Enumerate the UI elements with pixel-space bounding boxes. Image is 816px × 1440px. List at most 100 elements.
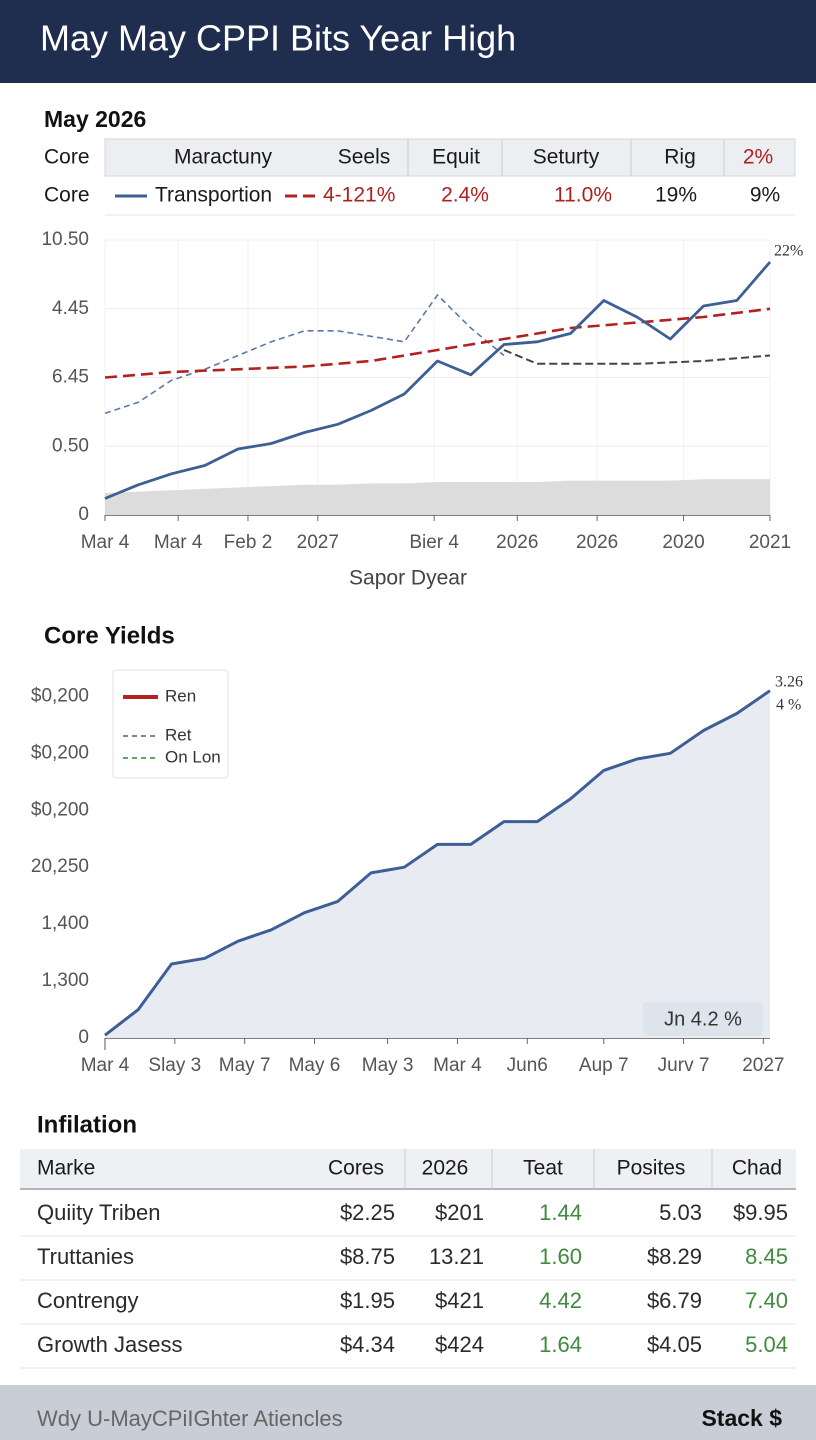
legend-value: 11.0% — [554, 184, 612, 207]
header-cell: Equit — [432, 146, 480, 169]
series-line — [503, 349, 771, 365]
series-line — [104, 294, 505, 415]
x-tick-label: 2027 — [297, 532, 339, 553]
x-tick-label: 2020 — [662, 532, 704, 553]
table-cell: $4.05 — [647, 1332, 702, 1357]
annotation: 22% — [774, 243, 803, 260]
x-axis-label: Sapor Dyear — [349, 567, 467, 590]
x-tick-label: 2027 — [742, 1055, 784, 1076]
table-cell: $8.29 — [647, 1244, 702, 1269]
table-cell: 5.04 — [745, 1332, 788, 1357]
table-header-cell: Posites — [617, 1157, 686, 1180]
badge-bg — [643, 1002, 763, 1036]
table-cell: 5.03 — [659, 1200, 702, 1225]
table-header-bg — [20, 1149, 796, 1189]
header-cell: Seels — [338, 146, 391, 169]
legend-label: Transportion — [155, 184, 272, 207]
x-tick-label: May 7 — [219, 1055, 271, 1076]
table-separators — [404, 1149, 713, 1189]
table-cell: $9.95 — [733, 1200, 788, 1225]
x-tick-label: Mar 4 — [433, 1055, 482, 1076]
x-tick-label: 2026 — [496, 532, 538, 553]
table-header-cell: Cores — [328, 1157, 384, 1180]
table-cell: 1.60 — [539, 1244, 582, 1269]
chart-title: Core Yields — [44, 622, 175, 649]
x-tick-label: Jurv 7 — [658, 1055, 710, 1076]
table-cell: 1.64 — [539, 1332, 582, 1357]
legend-label: 4-121% — [323, 184, 395, 207]
table-cell: 7.40 — [745, 1288, 788, 1313]
series-area — [105, 690, 770, 1038]
y-tick-label: $0,200 — [31, 799, 89, 820]
table-cell: 4.42 — [539, 1288, 582, 1313]
footer-bar — [0, 1385, 816, 1440]
x-tick-label: Mar 4 — [154, 532, 203, 553]
series-line — [104, 261, 772, 500]
page-title: May May CPPI Bits Year High — [40, 18, 516, 59]
table-header-cell: Marke — [37, 1157, 95, 1180]
x-tick-label: Aup 7 — [579, 1055, 629, 1076]
legend-label: Ret — [165, 725, 192, 744]
table-cell: 8.45 — [745, 1244, 788, 1269]
legend-value: 19% — [655, 184, 697, 207]
x-tick-label: Jun6 — [507, 1055, 548, 1076]
table-header-cell: Chad — [732, 1157, 782, 1180]
y-tick-label: 1,300 — [41, 970, 89, 991]
series-line — [104, 307, 771, 379]
y-tick-label: $0,200 — [31, 742, 89, 763]
legend-value: 9% — [750, 184, 780, 207]
footer-text: Wdy U-MayCPiIGhter Atiencles — [37, 1406, 343, 1431]
y-tick-label: 1,400 — [41, 913, 89, 934]
footer-action[interactable]: Stack $ — [701, 1405, 782, 1431]
table-cell: 1.44 — [539, 1200, 582, 1225]
badge: Jn 4.2 % — [664, 1008, 742, 1030]
header-row-bg — [104, 138, 796, 177]
legend-label: Ren — [165, 686, 196, 705]
legend-value: 2.4% — [441, 184, 489, 207]
header-separators — [407, 139, 725, 176]
x-tick-label: May 3 — [362, 1055, 414, 1076]
row-label: Core — [44, 184, 90, 207]
legend-label: On Lon — [165, 747, 221, 766]
header-bar — [0, 0, 816, 83]
header-cell: Seturty — [533, 146, 600, 169]
header-cell: Core — [44, 146, 90, 169]
table-cell: Contrengy — [37, 1288, 139, 1313]
y-tick-label: 0 — [78, 504, 89, 525]
table-header-cell: 2026 — [422, 1157, 469, 1180]
x-tick-label: Mar 4 — [81, 532, 130, 553]
header-cell: 2% — [743, 146, 773, 169]
header-cell: Maractuny — [174, 146, 273, 169]
series-line — [104, 689, 771, 1037]
table-header-cell: Teat — [523, 1157, 563, 1180]
table-cell: $6.79 — [647, 1288, 702, 1313]
table-cell: $8.75 — [340, 1244, 395, 1269]
y-tick-label: 10.50 — [41, 229, 89, 250]
annotation: 3.26 — [775, 674, 803, 691]
x-tick-label: Feb 2 — [224, 532, 273, 553]
table-cell: 13.21 — [429, 1244, 484, 1269]
x-tick-label: Slay 3 — [148, 1055, 201, 1076]
series-area — [105, 479, 770, 515]
header-cell: Rig — [664, 146, 696, 169]
y-tick-label: $0,200 — [31, 685, 89, 706]
annotation: 4 % — [776, 697, 801, 714]
y-tick-label: 6.45 — [52, 367, 89, 388]
x-tick-label: 2021 — [749, 532, 791, 553]
x-tick-label: Bier 4 — [409, 532, 459, 553]
x-tick-label: 2026 — [576, 532, 618, 553]
table-title: Infilation — [37, 1111, 137, 1138]
table-cell: $201 — [435, 1200, 484, 1225]
table-cell: $424 — [435, 1332, 484, 1357]
table-cell: $421 — [435, 1288, 484, 1313]
y-tick-label: 4.45 — [52, 298, 89, 319]
table-cell: $4.34 — [340, 1332, 395, 1357]
table-cell: $2.25 — [340, 1200, 395, 1225]
y-tick-label: 0 — [78, 1027, 89, 1048]
y-tick-label: 0.50 — [52, 435, 89, 456]
table-cell: Truttanies — [37, 1244, 134, 1269]
table-cell: $1.95 — [340, 1288, 395, 1313]
x-tick-label: May 6 — [289, 1055, 341, 1076]
